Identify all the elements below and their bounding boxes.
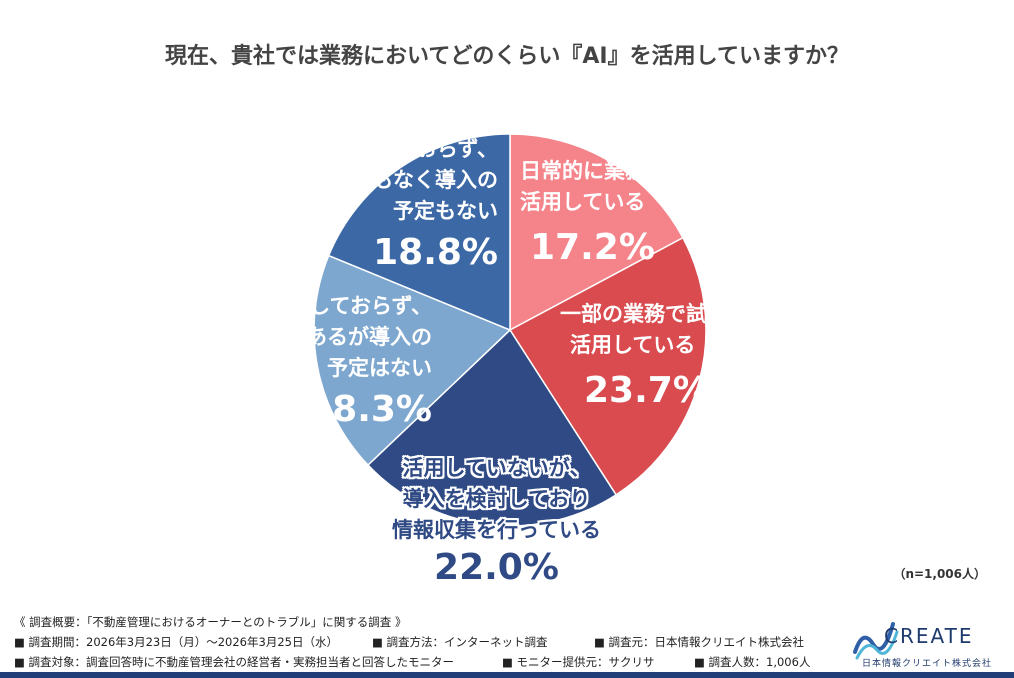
sample-size-note: （n=1,006人） bbox=[893, 567, 986, 581]
slice-percent: 18.3% bbox=[307, 389, 432, 430]
slice-label-line: 活用しておらず、 bbox=[267, 294, 432, 318]
create-logo-icon bbox=[853, 622, 899, 660]
monitor-provider: ■ モニター提供元：サクリサ bbox=[502, 655, 655, 669]
slice-label-line: 活用していないが、 bbox=[402, 456, 591, 480]
pie-slice-not-interested bbox=[327, 133, 511, 332]
slice-percent: 18.8% bbox=[373, 232, 498, 273]
survey-footer: 《 調査概要：「不動産管理におけるオーナーとのトラブル」に関する調査 》 ■ 調… bbox=[14, 612, 810, 672]
logo-wordmark: CREATE bbox=[884, 624, 974, 648]
slice-percent: 23.7% bbox=[584, 370, 709, 411]
survey-period: ■ 調査期間：2026年3月23日（月）～2026年3月25日（水） bbox=[14, 635, 338, 649]
footer-row: ■ 調査対象：調査回答時に不動産管理会社の経営者・実務担当者と回答したモニター … bbox=[14, 652, 810, 672]
slice-label-line: 活用している bbox=[520, 190, 646, 214]
survey-source: ■ 調査元：日本情報クリエイト株式会社 bbox=[594, 635, 805, 649]
slice-label-line: 情報収集を行っている bbox=[392, 518, 601, 542]
survey-count: ■ 調査人数：1,006人 bbox=[694, 655, 811, 669]
slice-label-trial: 一部の業務で試験的に 活用している 23.7% bbox=[560, 299, 770, 413]
slice-percent: 17.2% bbox=[530, 227, 655, 268]
pie-slice-trial bbox=[508, 236, 707, 496]
slice-label-interested: 活用しておらず、 関心はあるが導入の 予定はない 18.3% bbox=[232, 291, 432, 432]
pie-chart bbox=[313, 133, 707, 527]
logo-company-name: 日本情報クリエイト株式会社 bbox=[862, 659, 993, 669]
slice-label-considering: 活用していないが、 導入を検討しており 情報収集を行っている 22.0% bbox=[392, 453, 601, 590]
slice-label-line: 関心はあるが導入の bbox=[243, 325, 432, 349]
bottom-bar bbox=[0, 672, 1014, 678]
slice-label-line: 活用している bbox=[570, 333, 696, 357]
slice-label-line: 導入を検討しており bbox=[402, 487, 591, 511]
slice-percent: 22.0% bbox=[434, 547, 559, 588]
chart-title: 現在、貴社では業務においてどのくらい『AI』を活用していますか？ bbox=[165, 44, 849, 69]
pie-slice-daily bbox=[509, 133, 684, 332]
survey-overview: 《 調査概要：「不動産管理におけるオーナーとのトラブル」に関する調査 》 bbox=[14, 615, 407, 629]
slice-label-not-interested: 活用しておらず、 関心もなく導入の 予定もない 18.8% bbox=[298, 134, 498, 275]
slice-label-line: 活用しておらず、 bbox=[333, 137, 498, 161]
slice-label-line: 予定もない bbox=[393, 199, 498, 223]
slice-label-line: 予定はない bbox=[327, 356, 432, 380]
slice-label-line: 関心もなく導入の bbox=[330, 168, 498, 192]
slice-label-line: 日常的に業務で bbox=[520, 159, 667, 183]
pie-slice-considering bbox=[366, 328, 618, 527]
survey-target: ■ 調査対象：調査回答時に不動産管理会社の経営者・実務担当者と回答したモニター bbox=[14, 655, 455, 669]
slice-label-line: 一部の業務で試験的に bbox=[560, 302, 770, 326]
footer-row: ■ 調査期間：2026年3月23日（月）～2026年3月25日（水） ■ 調査方… bbox=[14, 632, 804, 652]
slice-label-daily: 日常的に業務で 活用している 17.2% bbox=[520, 156, 667, 270]
survey-method: ■ 調査方法：インターネット調査 bbox=[372, 635, 548, 649]
pie-slice-interested bbox=[313, 254, 512, 467]
